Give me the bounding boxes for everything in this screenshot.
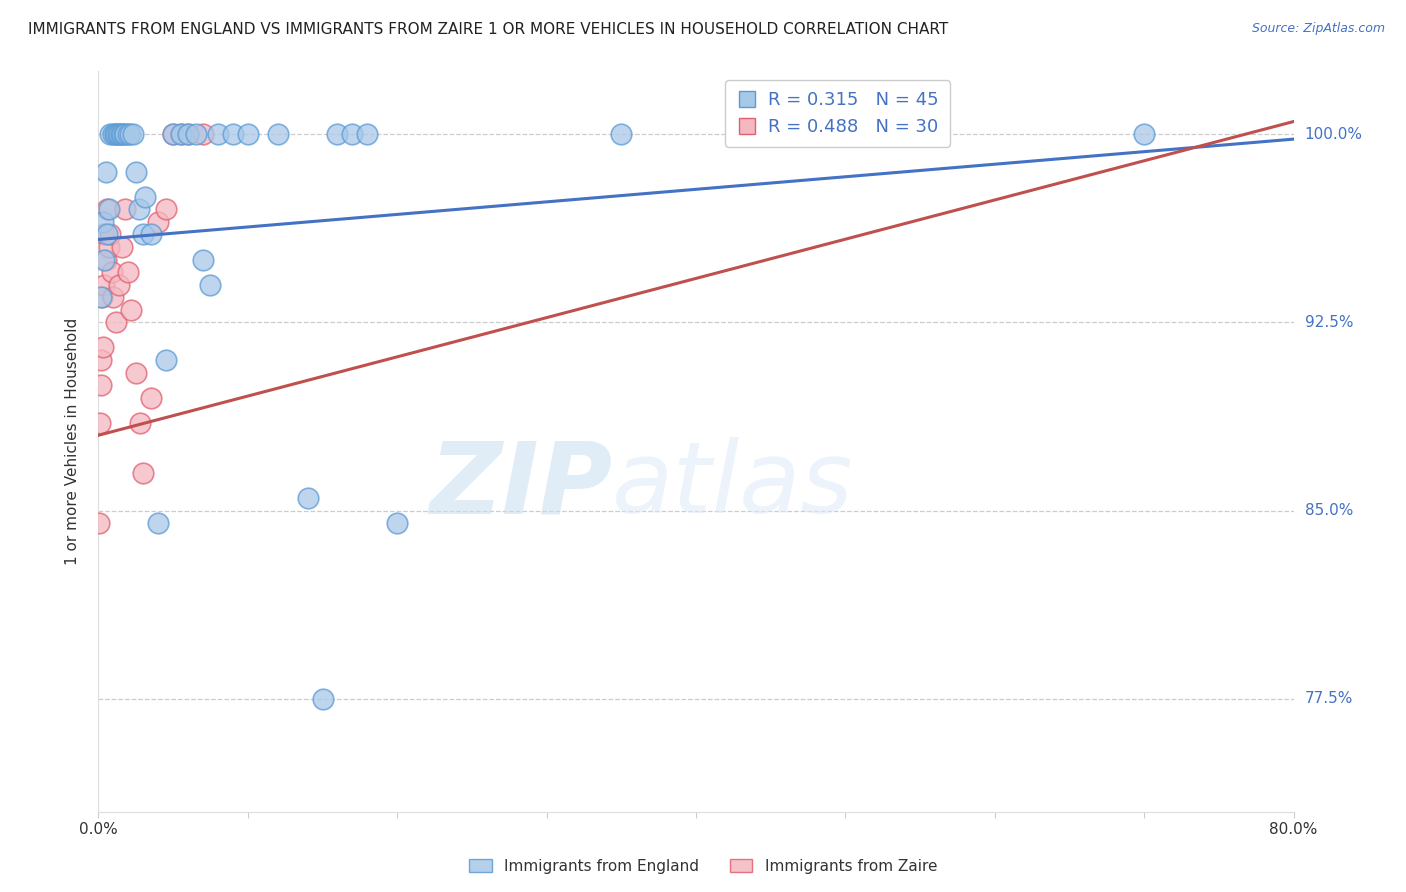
Point [169, 127, 191, 141]
Point [111, 240, 134, 254]
Point [121, 127, 143, 141]
Point [91, 340, 114, 354]
Point [110, 127, 132, 141]
Point [155, 353, 177, 368]
Point [89, 416, 111, 430]
Point [114, 127, 136, 141]
Point [104, 127, 127, 141]
Point [908, 127, 931, 141]
Point [134, 190, 156, 204]
Point [114, 202, 136, 217]
Point [120, 302, 142, 317]
Point [98, 127, 122, 141]
Point [94, 165, 117, 179]
Point [108, 127, 131, 141]
Point [236, 127, 259, 141]
Point [169, 127, 191, 141]
Text: atlas: atlas [613, 437, 853, 534]
Point [93, 277, 115, 292]
Point [162, 127, 184, 141]
Point [184, 127, 207, 141]
Point [177, 127, 200, 141]
Point [91, 215, 114, 229]
Text: Source: ZipAtlas.com: Source: ZipAtlas.com [1251, 22, 1385, 36]
Point [129, 416, 152, 430]
Legend: R = 0.315   N = 45, R = 0.488   N = 30: R = 0.315 N = 45, R = 0.488 N = 30 [725, 80, 950, 147]
Point [297, 491, 319, 505]
Point [267, 127, 290, 141]
Point [107, 127, 129, 141]
Point [200, 277, 222, 292]
Point [90, 378, 112, 392]
Point [112, 127, 135, 141]
Point [191, 127, 214, 141]
Point [118, 127, 141, 141]
Text: IMMIGRANTS FROM ENGLAND VS IMMIGRANTS FROM ZAIRE 1 OR MORE VEHICLES IN HOUSEHOLD: IMMIGRANTS FROM ENGLAND VS IMMIGRANTS FR… [28, 22, 949, 37]
Point [105, 315, 128, 329]
Text: 92.5%: 92.5% [1305, 315, 1353, 330]
Point [97, 202, 120, 217]
Point [311, 691, 333, 706]
Point [105, 127, 128, 141]
Point [111, 127, 134, 141]
Point [139, 227, 162, 242]
Point [108, 277, 131, 292]
Point [155, 202, 177, 217]
Point [125, 165, 148, 179]
Point [207, 127, 229, 141]
Point [128, 202, 150, 217]
Point [356, 127, 378, 141]
Point [162, 127, 184, 141]
Legend: Immigrants from England, Immigrants from Zaire: Immigrants from England, Immigrants from… [463, 853, 943, 880]
Point [96, 227, 118, 242]
Point [148, 516, 170, 530]
Point [148, 215, 170, 229]
Point [98, 227, 122, 242]
Point [177, 127, 200, 141]
Point [96, 202, 118, 217]
Point [90, 290, 112, 304]
Point [139, 391, 162, 405]
Point [610, 127, 633, 141]
Point [342, 127, 364, 141]
Text: ZIP: ZIP [429, 437, 613, 534]
Point [94, 252, 117, 267]
Text: 77.5%: 77.5% [1305, 691, 1353, 706]
Point [1133, 127, 1156, 141]
Point [132, 227, 155, 242]
Point [132, 466, 155, 480]
Point [326, 127, 349, 141]
Y-axis label: 1 or more Vehicles in Household: 1 or more Vehicles in Household [65, 318, 80, 566]
Point [90, 353, 112, 368]
Point [103, 127, 125, 141]
Point [117, 127, 139, 141]
Point [101, 265, 124, 279]
Point [222, 127, 245, 141]
Point [117, 265, 139, 279]
Point [97, 240, 120, 254]
Point [103, 290, 125, 304]
Point [125, 366, 148, 380]
Point [89, 516, 111, 530]
Text: 100.0%: 100.0% [1305, 127, 1362, 142]
Point [191, 252, 214, 267]
Point [91, 290, 114, 304]
Point [93, 252, 115, 267]
Point [385, 516, 409, 530]
Text: 85.0%: 85.0% [1305, 503, 1353, 518]
Point [93, 227, 115, 242]
